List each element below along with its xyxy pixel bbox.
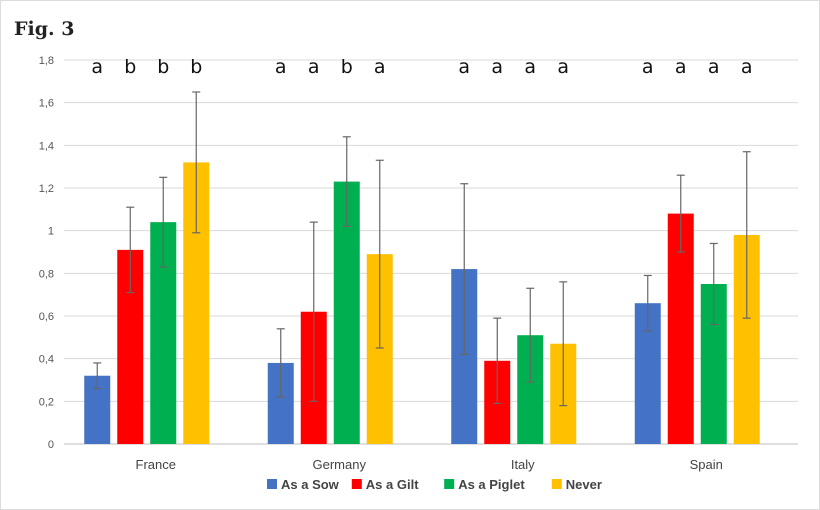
legend-swatch (351, 479, 362, 489)
significance-letter: a (675, 56, 687, 78)
significance-letter: a (308, 56, 320, 78)
significance-letter: a (642, 56, 654, 78)
significance-letter: a (458, 56, 470, 78)
x-category-label: Italy (511, 457, 535, 472)
y-tick-label: 1,4 (39, 140, 54, 152)
significance-letter: a (275, 56, 287, 78)
legend-label: As a Sow (281, 477, 340, 492)
y-tick-label: 1,2 (39, 183, 54, 195)
y-tick-label: 0,4 (39, 354, 54, 366)
y-tick-label: 1,6 (39, 98, 54, 110)
significance-letter: a (374, 56, 386, 78)
legend-label: As a Gilt (366, 477, 419, 492)
legend-swatch (444, 479, 455, 489)
significance-letter: a (708, 56, 720, 78)
y-tick-label: 0,2 (39, 396, 54, 408)
y-tick-label: 1 (48, 226, 54, 238)
x-category-label: Spain (690, 457, 723, 472)
significance-letter: b (124, 56, 136, 78)
y-tick-label: 0,6 (39, 311, 54, 323)
y-tick-label: 0 (48, 439, 54, 451)
significance-letter: b (157, 56, 169, 78)
significance-letter: a (524, 56, 536, 78)
y-tick-label: 0,8 (39, 268, 54, 280)
y-tick-label: 1,8 (39, 55, 54, 67)
legend-label: As a Piglet (458, 477, 525, 492)
significance-letter: a (557, 56, 569, 78)
significance-letter: b (341, 56, 353, 78)
legend-swatch (267, 479, 277, 489)
significance-letter: b (190, 56, 202, 78)
x-category-label: France (136, 457, 176, 472)
legend-swatch (551, 479, 562, 489)
significance-letter: a (741, 56, 753, 78)
significance-letter: a (491, 56, 503, 78)
figure-label: Fig. 3 (14, 18, 75, 40)
significance-letter: a (91, 56, 103, 78)
x-category-label: Germany (313, 457, 367, 472)
legend-label: Never (566, 477, 602, 492)
